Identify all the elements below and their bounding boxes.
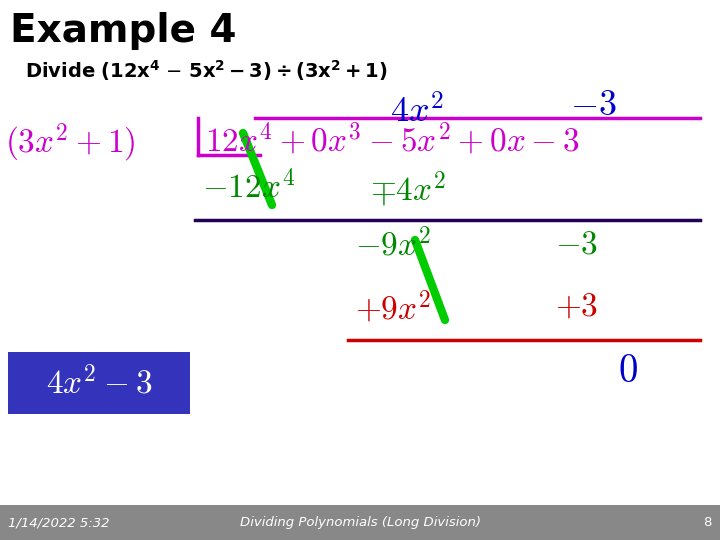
- Text: $\mp 4x^2$: $\mp 4x^2$: [370, 170, 446, 210]
- Text: $\mathbf{0}$: $\mathbf{0}$: [618, 352, 638, 390]
- Text: Example 4: Example 4: [10, 12, 236, 50]
- FancyBboxPatch shape: [0, 505, 720, 540]
- Text: $4x^2-3$: $4x^2-3$: [46, 366, 152, 401]
- Text: $-3$: $-3$: [570, 88, 616, 122]
- Text: $\mathbf{Divide\ (12x^4\ \mathsf{-}\ 5x^2 - 3) \div (3x^2 + 1)}$: $\mathbf{Divide\ (12x^4\ \mathsf{-}\ 5x^…: [25, 58, 387, 83]
- Text: 8: 8: [703, 516, 712, 529]
- Text: $+9x^2$: $+9x^2$: [355, 290, 431, 327]
- Text: $+3$: $+3$: [555, 290, 598, 323]
- Text: $12x^4+0x^3-5x^2+0x-3$: $12x^4+0x^3-5x^2+0x-3$: [205, 122, 580, 159]
- FancyBboxPatch shape: [8, 352, 190, 414]
- Text: $-3$: $-3$: [555, 228, 598, 261]
- Text: 1/14/2022 5:32: 1/14/2022 5:32: [8, 516, 109, 529]
- Text: $-12x^4$: $-12x^4$: [202, 170, 295, 205]
- Text: $4x^2$: $4x^2$: [390, 95, 444, 130]
- Text: Dividing Polynomials (Long Division): Dividing Polynomials (Long Division): [240, 516, 480, 529]
- Text: $(3x^2+1)$: $(3x^2+1)$: [5, 122, 135, 165]
- Text: $-9x^2$: $-9x^2$: [355, 228, 431, 264]
